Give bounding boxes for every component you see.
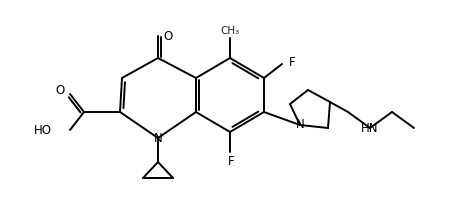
Text: HN: HN xyxy=(361,122,379,135)
Text: HO: HO xyxy=(34,124,52,137)
Text: O: O xyxy=(56,83,65,96)
Text: F: F xyxy=(289,55,296,69)
Text: CH₃: CH₃ xyxy=(220,26,240,36)
Text: N: N xyxy=(296,118,304,131)
Text: N: N xyxy=(154,131,162,144)
Text: F: F xyxy=(228,155,234,168)
Text: O: O xyxy=(164,29,173,42)
